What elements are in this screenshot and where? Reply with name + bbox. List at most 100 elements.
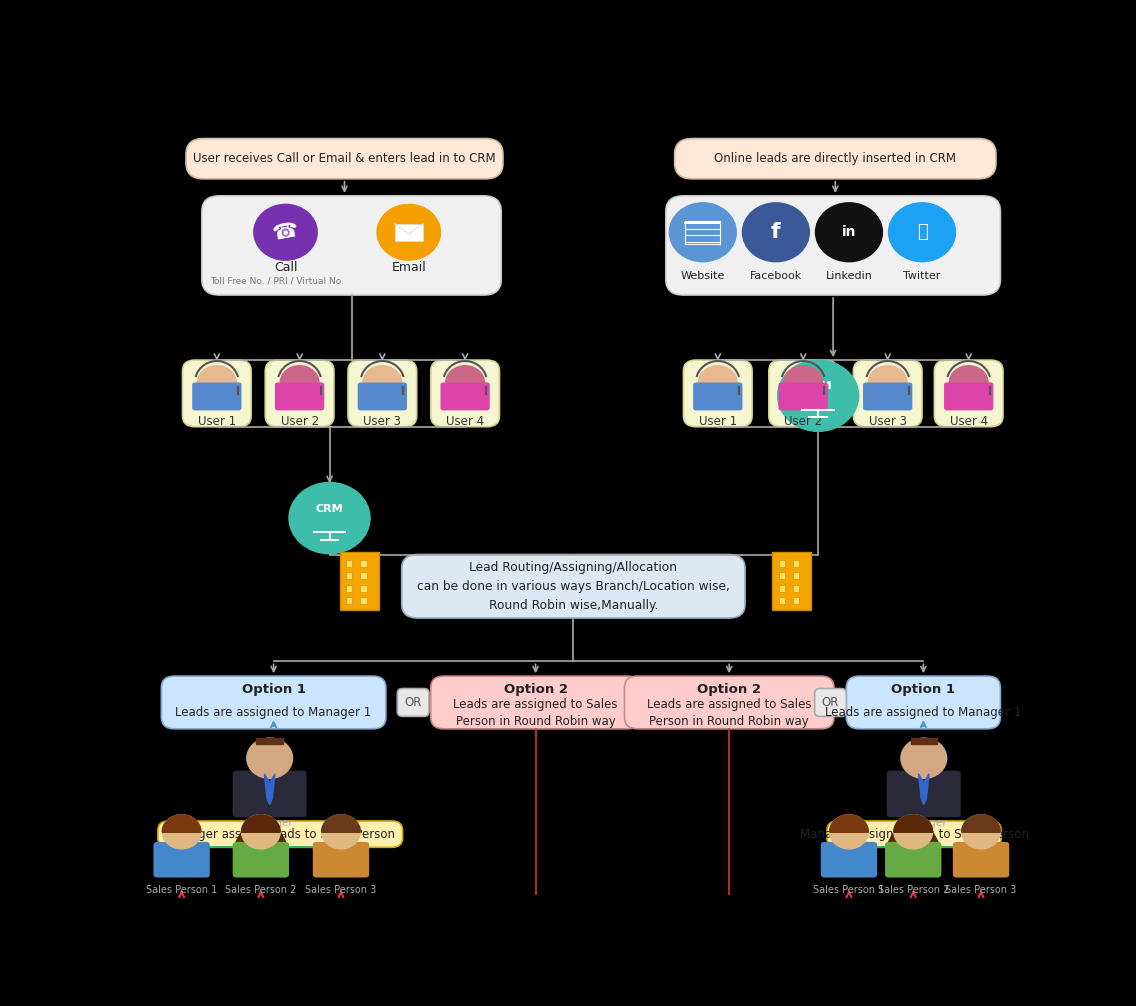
Text: Sales Person 2: Sales Person 2 xyxy=(877,885,949,895)
Circle shape xyxy=(784,366,822,399)
Text: in: in xyxy=(842,225,857,239)
FancyBboxPatch shape xyxy=(778,584,785,592)
FancyBboxPatch shape xyxy=(793,584,799,592)
Text: Email: Email xyxy=(392,261,426,274)
Circle shape xyxy=(253,204,317,261)
FancyBboxPatch shape xyxy=(793,572,799,579)
FancyBboxPatch shape xyxy=(815,688,846,716)
FancyBboxPatch shape xyxy=(431,676,641,728)
FancyBboxPatch shape xyxy=(183,360,251,427)
Circle shape xyxy=(281,366,319,399)
FancyBboxPatch shape xyxy=(441,382,490,410)
FancyBboxPatch shape xyxy=(360,584,367,592)
Text: Toll Free No. / PRI / Virtual No.: Toll Free No. / PRI / Virtual No. xyxy=(210,277,344,286)
Text: Online leads are directly inserted in CRM: Online leads are directly inserted in CR… xyxy=(715,152,957,165)
FancyBboxPatch shape xyxy=(821,842,877,877)
Text: OR: OR xyxy=(821,696,840,709)
Text: Leads are assigned to Manager 1: Leads are assigned to Manager 1 xyxy=(825,706,1021,719)
FancyBboxPatch shape xyxy=(312,842,369,877)
Text: User receives Call or Email & enters lead in to CRM: User receives Call or Email & enters lea… xyxy=(193,152,495,165)
Polygon shape xyxy=(887,832,939,847)
FancyBboxPatch shape xyxy=(346,560,352,567)
Text: Twitter: Twitter xyxy=(903,271,941,281)
FancyBboxPatch shape xyxy=(360,560,367,567)
Circle shape xyxy=(901,738,946,779)
Text: 🐦: 🐦 xyxy=(917,223,927,241)
Polygon shape xyxy=(242,815,281,832)
Text: Manager: Manager xyxy=(901,818,946,828)
Text: Option 1: Option 1 xyxy=(242,683,306,696)
Polygon shape xyxy=(162,815,201,832)
FancyBboxPatch shape xyxy=(340,552,378,611)
FancyBboxPatch shape xyxy=(846,676,1001,728)
Circle shape xyxy=(699,366,737,399)
Text: Option 2: Option 2 xyxy=(503,683,568,696)
Polygon shape xyxy=(234,832,287,847)
Polygon shape xyxy=(919,774,929,805)
Text: Manager assigns leads to Sales Person: Manager assigns leads to Sales Person xyxy=(800,828,1028,841)
FancyBboxPatch shape xyxy=(153,842,210,877)
Circle shape xyxy=(950,366,988,399)
FancyBboxPatch shape xyxy=(887,771,961,817)
Text: Leads are assigned to Sales
Person in Round Robin way: Leads are assigned to Sales Person in Ro… xyxy=(648,698,811,728)
FancyBboxPatch shape xyxy=(793,598,799,604)
Text: User 1: User 1 xyxy=(198,414,236,428)
FancyBboxPatch shape xyxy=(398,688,429,716)
FancyBboxPatch shape xyxy=(431,360,500,427)
Text: Linkedin: Linkedin xyxy=(826,271,872,281)
FancyBboxPatch shape xyxy=(358,382,407,410)
FancyBboxPatch shape xyxy=(360,572,367,579)
FancyBboxPatch shape xyxy=(158,821,402,847)
FancyBboxPatch shape xyxy=(769,360,837,427)
Text: Facebook: Facebook xyxy=(750,271,802,281)
FancyBboxPatch shape xyxy=(161,676,386,728)
Circle shape xyxy=(247,738,293,779)
FancyBboxPatch shape xyxy=(953,842,1009,877)
Text: Option 1: Option 1 xyxy=(892,683,955,696)
FancyBboxPatch shape xyxy=(266,360,334,427)
Circle shape xyxy=(377,204,441,261)
Polygon shape xyxy=(265,774,275,805)
Circle shape xyxy=(894,815,933,849)
FancyBboxPatch shape xyxy=(793,560,799,567)
FancyBboxPatch shape xyxy=(346,584,352,592)
FancyBboxPatch shape xyxy=(684,360,752,427)
Text: Option 2: Option 2 xyxy=(698,683,761,696)
FancyBboxPatch shape xyxy=(778,598,785,604)
Text: CRM: CRM xyxy=(804,381,832,391)
Polygon shape xyxy=(829,815,868,832)
Circle shape xyxy=(321,815,360,849)
FancyBboxPatch shape xyxy=(186,139,503,179)
FancyBboxPatch shape xyxy=(778,382,828,410)
Text: Sales Person 2: Sales Person 2 xyxy=(225,885,296,895)
FancyBboxPatch shape xyxy=(192,382,242,410)
FancyBboxPatch shape xyxy=(827,821,1001,847)
Text: Call: Call xyxy=(274,261,298,274)
Circle shape xyxy=(829,815,868,849)
Polygon shape xyxy=(321,815,360,832)
FancyBboxPatch shape xyxy=(863,382,912,410)
Text: ☎: ☎ xyxy=(272,220,300,244)
FancyBboxPatch shape xyxy=(693,382,743,410)
Text: CRM: CRM xyxy=(316,504,343,514)
FancyBboxPatch shape xyxy=(934,360,1003,427)
Circle shape xyxy=(162,815,201,849)
Text: Leads are assigned to Sales
Person in Round Robin way: Leads are assigned to Sales Person in Ro… xyxy=(453,698,618,728)
FancyBboxPatch shape xyxy=(346,598,352,604)
FancyBboxPatch shape xyxy=(778,560,785,567)
FancyBboxPatch shape xyxy=(360,598,367,604)
Text: Sales Person 3: Sales Person 3 xyxy=(945,885,1017,895)
Text: User 3: User 3 xyxy=(869,414,907,428)
FancyBboxPatch shape xyxy=(233,842,289,877)
FancyBboxPatch shape xyxy=(402,554,745,618)
Circle shape xyxy=(364,366,402,399)
Text: User 3: User 3 xyxy=(364,414,401,428)
Circle shape xyxy=(445,366,484,399)
Circle shape xyxy=(669,203,736,262)
Text: Sales Person 1: Sales Person 1 xyxy=(147,885,217,895)
FancyBboxPatch shape xyxy=(944,382,993,410)
Polygon shape xyxy=(962,815,1001,832)
Circle shape xyxy=(198,366,236,399)
Text: Sales Person 1: Sales Person 1 xyxy=(813,885,885,895)
Polygon shape xyxy=(894,815,933,832)
